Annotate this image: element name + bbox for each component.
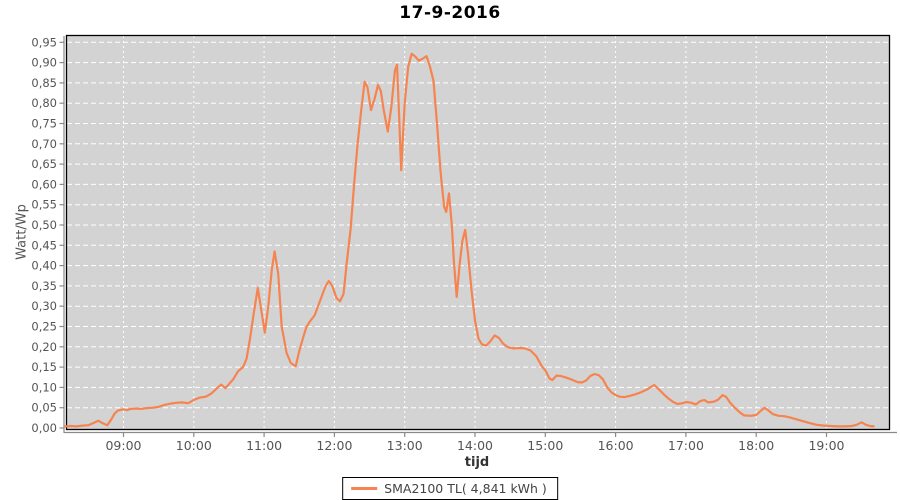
y-tick-label: 0,25 (31, 320, 57, 334)
legend-series-label: SMA2100 TL( 4,841 kWh ) (384, 481, 547, 496)
x-tick-label: 09:00 (105, 438, 141, 453)
y-tick-label: 0,20 (31, 340, 57, 354)
y-tick-label: 0,35 (31, 279, 57, 293)
y-tick-label: 0,55 (31, 198, 57, 212)
x-axis-title: tijd (464, 455, 490, 470)
y-tick-label: 0,30 (31, 299, 57, 313)
x-tick-label: 12:00 (316, 438, 352, 453)
x-tick-label: 17:00 (668, 438, 704, 453)
y-tick-label: 0,10 (31, 380, 57, 394)
series-line (64, 52, 875, 428)
y-tick-label: 0,70 (31, 137, 57, 151)
legend: SMA2100 TL( 4,841 kWh ) (342, 477, 558, 500)
chart-title: 17-9-2016 (399, 3, 501, 23)
y-tick-label: 0,60 (31, 177, 57, 191)
legend-line-swatch (351, 487, 378, 490)
y-tick-label: 0,90 (31, 56, 57, 70)
y-tick-label: 0,75 (31, 117, 57, 131)
y-tick-label: 0,50 (31, 218, 57, 232)
x-tick-label: 16:00 (598, 438, 634, 453)
x-tick-label: 18:00 (738, 438, 774, 453)
x-tick-label: 14:00 (457, 438, 493, 453)
y-tick-label: 0,85 (31, 76, 57, 90)
plot-border (65, 34, 891, 431)
y-tick-label: 0,95 (31, 35, 57, 49)
x-tick-label: 15:00 (527, 438, 563, 453)
y-tick-label: 0,45 (31, 238, 57, 252)
y-tick-label: 0,65 (31, 157, 57, 171)
y-tick-label: 0,40 (31, 259, 57, 273)
x-tick-label: 10:00 (176, 438, 212, 453)
plot-area (67, 36, 889, 429)
x-tick-label: 11:00 (246, 438, 282, 453)
x-tick-label: 19:00 (808, 438, 844, 453)
x-tick-label: 13:00 (387, 438, 423, 453)
y-tick-label: 0,15 (31, 360, 57, 374)
y-tick-label: 0,80 (31, 96, 57, 110)
y-tick-label: 0,05 (31, 401, 57, 415)
y-axis-title: Watt/Wp (14, 204, 30, 260)
y-tick-label: 0,00 (31, 421, 57, 435)
